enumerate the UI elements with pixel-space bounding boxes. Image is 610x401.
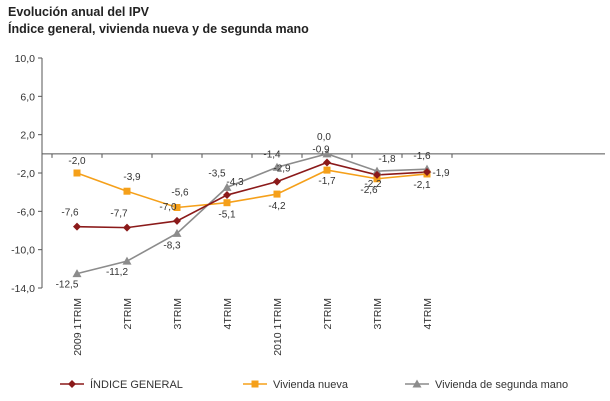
x-tick-label: 2TRIM (122, 298, 134, 330)
data-point (223, 191, 231, 200)
data-label: -2,0 (68, 156, 86, 167)
series-line (76, 152, 428, 275)
data-point (123, 223, 131, 232)
data-point (273, 190, 281, 198)
data-label: -4,2 (268, 201, 286, 212)
x-tick-label: 2010 1TRIM (272, 298, 284, 356)
x-tick-label: 4TRIM (422, 298, 434, 330)
data-point (372, 166, 382, 175)
data-label: -1,6 (413, 151, 431, 162)
y-tick-label: -6,0 (17, 206, 35, 218)
chart-title: Evolución anual del IPV (8, 5, 150, 19)
y-tick-label: 6,0 (20, 91, 35, 103)
series-line (76, 161, 428, 229)
data-label: -2,1 (413, 180, 431, 191)
y-tick-label: -14,0 (11, 283, 35, 295)
data-point (222, 182, 232, 191)
data-point (173, 216, 181, 225)
data-label: -7,6 (61, 208, 79, 219)
data-label: -12,5 (56, 280, 79, 291)
legend-marker (412, 379, 422, 388)
data-label: -8,3 (163, 240, 181, 251)
data-label: -5,1 (218, 210, 236, 221)
data-point (273, 177, 281, 186)
data-point (373, 170, 381, 179)
y-tick-label: 2,0 (20, 130, 35, 142)
y-tick-label: 10,0 (15, 53, 36, 65)
data-label: -3,9 (123, 172, 141, 183)
data-point (423, 168, 431, 177)
data-point (173, 204, 181, 211)
data-point (73, 222, 81, 231)
legend-marker (68, 380, 76, 388)
data-point (323, 166, 331, 174)
data-label: -11,2 (106, 267, 128, 278)
data-point (123, 187, 131, 195)
data-label: -1,7 (318, 176, 336, 187)
data-point (122, 256, 132, 265)
chart-subtitle: Índice general, vivienda nueva y de segu… (8, 22, 309, 36)
series-line (76, 169, 428, 209)
data-point (322, 149, 332, 158)
data-label: -3,5 (208, 168, 226, 179)
x-tick-label: 2009 1TRIM (72, 298, 84, 356)
chart-title-block: Evolución anual del IPV Índice general, … (8, 4, 309, 38)
data-point (73, 169, 81, 177)
data-label: -2,2 (364, 179, 382, 190)
data-point (223, 199, 231, 207)
legend-marker (251, 380, 259, 388)
data-label: -2,6 (360, 185, 378, 196)
x-tick-label: 4TRIM (222, 298, 234, 330)
data-label: -1,9 (432, 168, 450, 179)
data-point (323, 158, 331, 167)
y-tick-label: -2,0 (17, 168, 35, 180)
data-label: -7,7 (110, 209, 128, 220)
data-label: -2,9 (273, 164, 291, 175)
data-label: -0,9 (312, 144, 330, 155)
data-point (72, 269, 82, 278)
legend-label: ÍNDICE GENERAL (90, 378, 183, 391)
legend-label: Vivienda nueva (273, 379, 349, 391)
x-tick-label: 3TRIM (172, 298, 184, 330)
legend-label: Vivienda de segunda mano (435, 379, 568, 391)
data-label: -1,4 (263, 149, 281, 160)
data-point (172, 228, 182, 237)
data-label: 0,0 (317, 132, 331, 143)
y-tick-label: -10,0 (11, 245, 35, 257)
data-label: -7,0 (159, 202, 177, 213)
data-label: -4,3 (226, 177, 244, 188)
data-label: -5,6 (171, 188, 189, 199)
data-label: -1,8 (378, 154, 396, 165)
data-point (272, 162, 282, 171)
x-tick-label: 2TRIM (322, 298, 334, 330)
x-tick-label: 3TRIM (372, 298, 384, 330)
